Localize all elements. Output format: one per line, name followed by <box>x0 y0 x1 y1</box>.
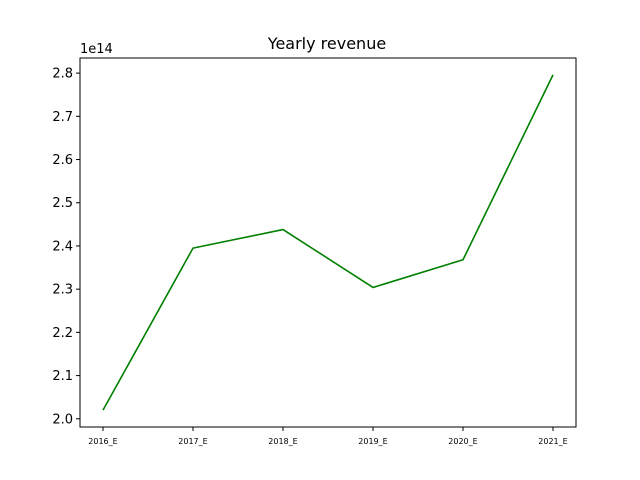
x-tick-label: 2017_E <box>178 437 207 446</box>
x-tick-label: 2018_E <box>268 437 297 446</box>
y-tick-label: 2.7 <box>52 110 73 125</box>
x-tick-label: 2020_E <box>448 437 477 446</box>
y-axis-ticks: 2.0 2.1 2.2 2.3 2.4 2.5 2.6 2.7 2.8 <box>52 67 80 427</box>
x-tick-label: 2021_E <box>538 437 567 446</box>
x-axis-ticks: 2016_E 2017_E 2018_E 2019_E 2020_E 2021_E <box>88 427 568 446</box>
chart-title: Yearly revenue <box>267 34 386 53</box>
series-layer <box>102 74 554 411</box>
y-offset-label: 1e14 <box>80 42 113 57</box>
x-tick-label: 2016_E <box>88 437 117 446</box>
y-tick-label: 2.3 <box>52 283 73 298</box>
y-tick-label: 2.1 <box>52 369 73 384</box>
y-tick-label: 2.0 <box>52 412 73 427</box>
axes-frame <box>79 57 577 428</box>
y-tick-label: 2.5 <box>52 196 73 211</box>
y-tick-label: 2.6 <box>52 153 73 168</box>
y-tick-label: 2.4 <box>52 239 73 254</box>
y-tick-label: 2.8 <box>52 67 73 82</box>
x-tick-label: 2019_E <box>358 437 387 446</box>
y-tick-label: 2.2 <box>52 326 73 341</box>
series-line <box>102 74 554 411</box>
